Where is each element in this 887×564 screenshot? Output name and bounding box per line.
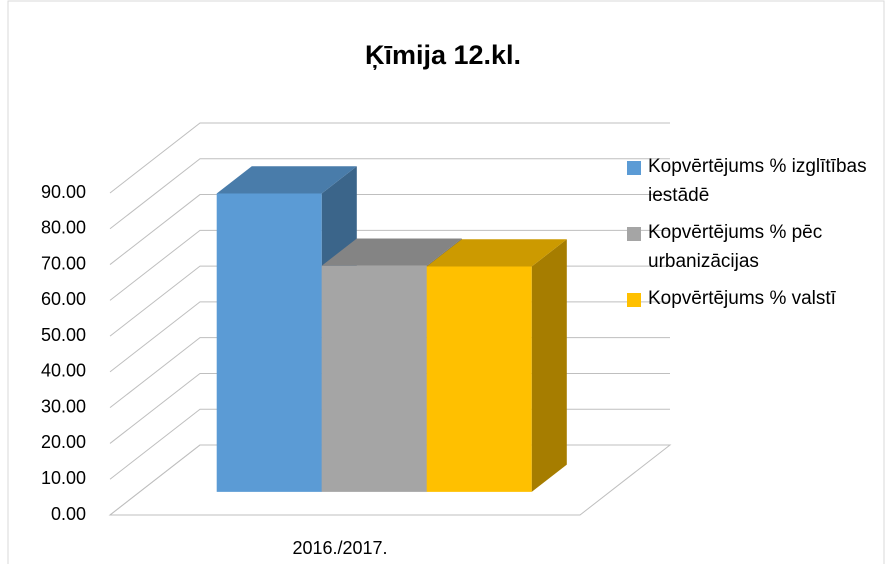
y-tick-label: 70.00: [41, 253, 86, 273]
y-tick-label: 30.00: [41, 396, 86, 416]
legend-swatch: [627, 227, 641, 241]
bar-face: [321, 265, 427, 492]
legend-label: Kopvērtējums % izglītības iestādē: [648, 156, 867, 206]
legend: Kopvērtējums % izglītības iestādē Kopvērt…: [627, 152, 877, 321]
bar-face: [216, 166, 357, 194]
y-tick-label: 60.00: [41, 289, 86, 309]
bar-face: [426, 239, 567, 267]
y-tick-label: 90.00: [41, 182, 86, 202]
bar-face: [216, 193, 322, 492]
legend-swatch: [627, 161, 641, 175]
y-tick-label: 40.00: [41, 361, 86, 381]
legend-label: Kopvērtējums % valstī: [648, 288, 836, 309]
bar-face: [321, 238, 462, 266]
y-tick-label: 80.00: [41, 218, 86, 238]
y-tick-label: 10.00: [41, 468, 86, 488]
grid-line: [109, 229, 670, 301]
bar: [426, 239, 567, 492]
chart-title: Ķīmija 12.kl.: [365, 40, 521, 70]
grid-line: [109, 158, 670, 230]
legend-item: Kopvērtējums % valstī: [627, 284, 877, 313]
y-tick-label: 0.00: [51, 504, 86, 524]
y-tick-label: 20.00: [41, 432, 86, 452]
legend-item: Kopvērtējums % pēc urbanizācijas: [627, 218, 877, 276]
legend-item: Kopvērtējums % izglītības iestādē: [627, 152, 877, 210]
x-tick-label: 2016./2017.: [292, 538, 387, 558]
legend-label: Kopvērtējums % pēc urbanizācijas: [648, 222, 823, 272]
bar-face: [531, 239, 567, 492]
legend-swatch: [627, 293, 641, 307]
grid-line: [109, 122, 670, 194]
bar-face: [426, 266, 532, 492]
y-tick-label: 50.00: [41, 325, 86, 345]
grid-line: [109, 194, 670, 265]
